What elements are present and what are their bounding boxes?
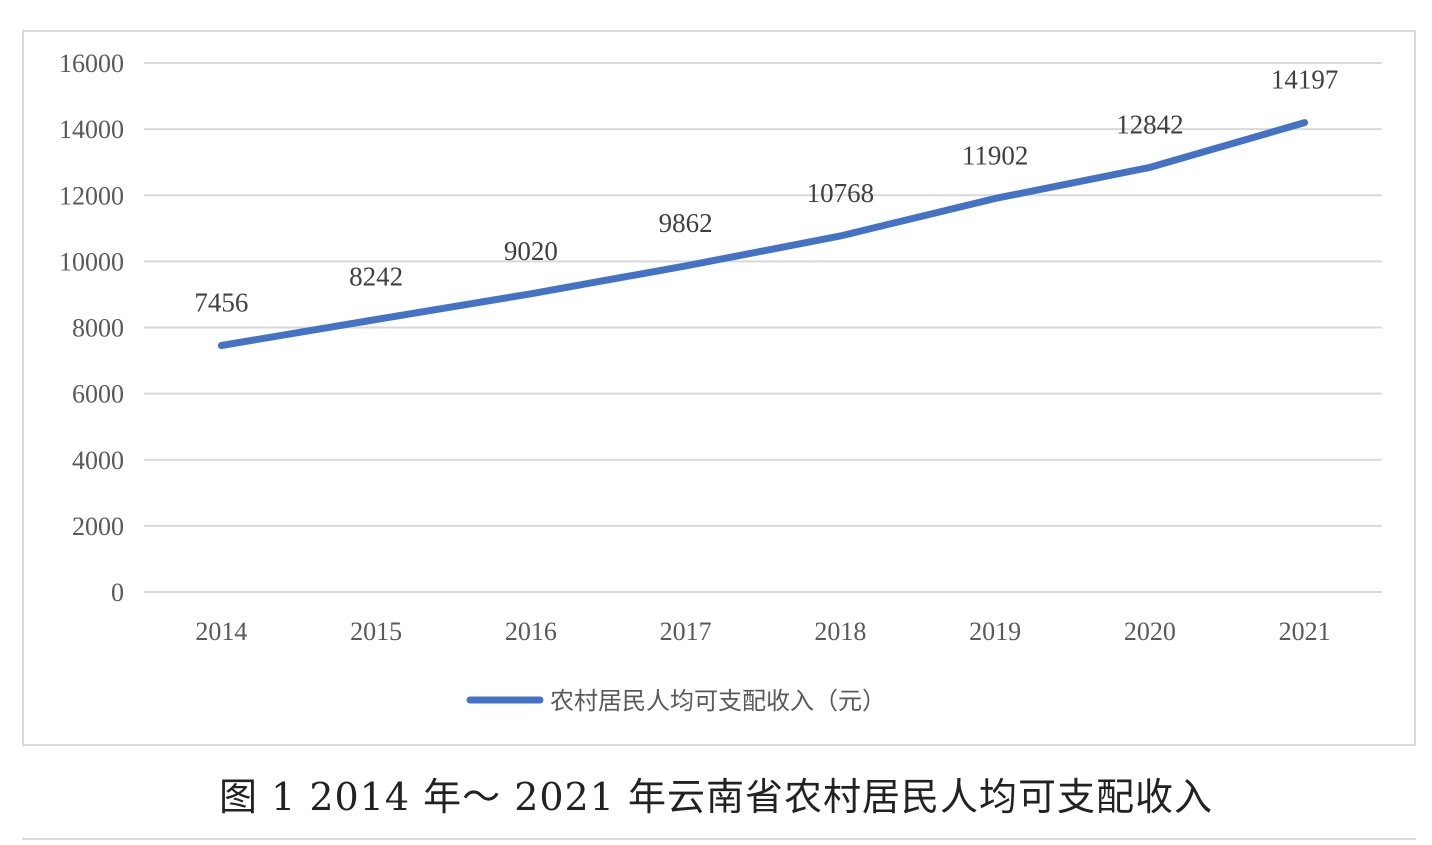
x-tick-label: 2015 — [350, 617, 402, 646]
data-label: 9862 — [659, 208, 713, 238]
x-axis: 2014 2015 2016 2017 2018 2019 2020 2021 — [195, 617, 1330, 646]
data-label: 12842 — [1116, 109, 1184, 139]
x-tick-label: 2019 — [969, 617, 1021, 646]
data-label: 10768 — [807, 178, 875, 208]
y-axis: 0 2000 4000 6000 8000 10000 12000 14000 16000 — [59, 49, 124, 607]
y-tick-label: 0 — [111, 578, 124, 607]
legend-label: 农村居民人均可支配收入（元） — [550, 687, 886, 715]
data-label: 11902 — [962, 140, 1029, 170]
data-label: 14197 — [1271, 65, 1339, 95]
x-tick-label: 2014 — [195, 617, 247, 646]
x-tick-label: 2021 — [1279, 617, 1331, 646]
series-layer — [217, 119, 1309, 349]
y-tick-label: 16000 — [59, 49, 124, 78]
x-tick-label: 2018 — [814, 617, 866, 646]
y-tick-label: 14000 — [59, 115, 124, 144]
line-chart: 0 2000 4000 6000 8000 10000 12000 14000 16000 20… — [59, 49, 1382, 715]
y-tick-label: 12000 — [59, 181, 124, 210]
divider — [22, 838, 1416, 840]
x-tick-label: 2017 — [660, 617, 712, 646]
x-tick-label: 2016 — [505, 617, 557, 646]
y-tick-label: 10000 — [59, 247, 124, 276]
chart-frame: 0 2000 4000 6000 8000 10000 12000 14000 16000 20… — [22, 30, 1416, 746]
y-tick-label: 6000 — [72, 380, 124, 409]
y-tick-label: 2000 — [72, 512, 124, 541]
y-tick-label: 8000 — [72, 314, 124, 343]
x-tick-label: 2020 — [1124, 617, 1176, 646]
series-line — [217, 119, 1309, 349]
data-labels: 7456 8242 9020 9862 10768 11902 12842 14197 — [194, 65, 1338, 318]
data-label: 8242 — [349, 261, 403, 291]
data-label: 9020 — [504, 236, 558, 266]
gridlines — [144, 62, 1382, 593]
y-tick-label: 4000 — [72, 446, 124, 475]
legend: 农村居民人均可支配收入（元） — [466, 687, 886, 715]
figure-caption: 图 1 2014 年～ 2021 年云南省农村居民人均可支配收入 — [219, 775, 1213, 819]
data-label: 7456 — [194, 287, 248, 317]
